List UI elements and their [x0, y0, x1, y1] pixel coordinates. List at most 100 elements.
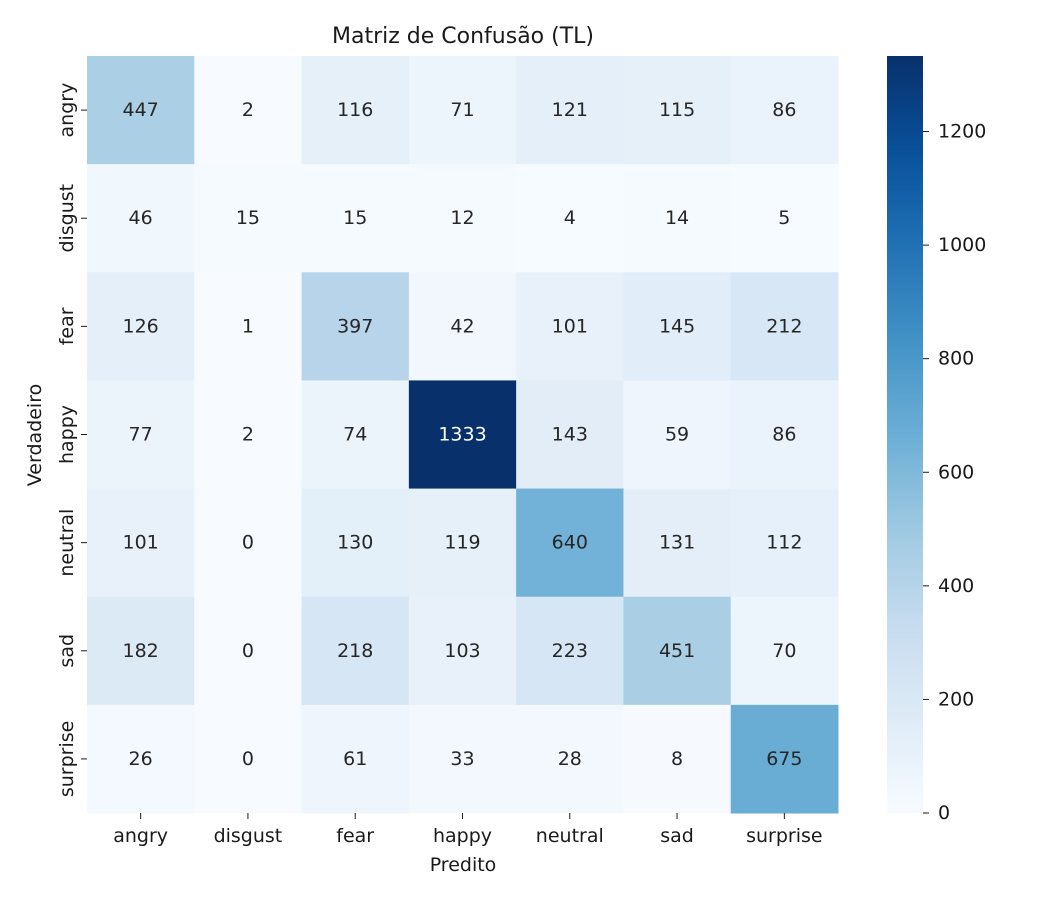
heatmap-cell: [623, 272, 732, 381]
heatmap-cell: [301, 164, 410, 273]
cell-value-label: 143: [552, 424, 588, 446]
heatmap-cell: [87, 380, 195, 490]
cell-value-label: 223: [552, 640, 588, 662]
cell-value-label: 451: [659, 640, 695, 662]
heatmap-cell: [194, 56, 303, 165]
cell-value-label: 71: [450, 99, 474, 121]
heatmap-cell: [194, 596, 303, 706]
cell-value-label: 42: [450, 315, 474, 337]
cell-value-label: 26: [129, 748, 153, 770]
y-tick-label: neutral: [56, 509, 78, 577]
heatmap-cell: [194, 704, 303, 814]
cell-value-label: 0: [242, 532, 254, 554]
heatmap-cell: [730, 488, 839, 598]
heatmap-cell: [87, 164, 195, 273]
cell-value-label: 212: [766, 315, 802, 337]
heatmap-cell: [87, 704, 195, 814]
cell-value-label: 4: [564, 207, 576, 229]
cell-value-label: 101: [123, 532, 159, 554]
heatmap-cell: [408, 164, 517, 273]
heatmap-cell: [516, 488, 624, 598]
cell-value-label: 1333: [438, 424, 486, 446]
cell-value-label: 1: [242, 315, 254, 337]
heatmap-cell: [301, 704, 410, 814]
y-tick-label: angry: [56, 83, 78, 138]
cell-value-label: 61: [343, 748, 367, 770]
cell-value-label: 121: [552, 99, 588, 121]
cell-value-label: 28: [558, 748, 582, 770]
cell-value-label: 70: [772, 640, 796, 662]
heatmap-cell: [623, 380, 732, 490]
colorbar-tick-label: 200: [938, 688, 974, 710]
heatmap-cell: [301, 488, 410, 598]
x-tick-label: disgust: [214, 825, 283, 847]
cell-value-label: 59: [665, 424, 689, 446]
cell-value-label: 5: [778, 207, 790, 229]
cell-value-label: 14: [665, 207, 689, 229]
cell-value-label: 218: [337, 640, 373, 662]
cell-value-label: 115: [659, 99, 695, 121]
cell-value-label: 86: [772, 99, 796, 121]
cell-value-label: 0: [242, 748, 254, 770]
heatmap-cell: [87, 56, 195, 165]
heatmap-cell: [301, 380, 410, 490]
heatmap-cell: [730, 380, 839, 490]
cell-value-label: 131: [659, 532, 695, 554]
heatmap-cell: [408, 596, 517, 706]
heatmap-cells: [87, 56, 839, 814]
cell-value-label: 8: [671, 748, 683, 770]
heatmap-cell: [408, 56, 517, 165]
cell-value-label: 103: [444, 640, 480, 662]
heatmap-cell: [516, 164, 624, 273]
x-tick-label: sad: [660, 825, 694, 847]
heatmap-cell: [516, 596, 624, 706]
cell-value-label: 2: [242, 424, 254, 446]
cell-value-label: 2: [242, 99, 254, 121]
cell-value-label: 33: [450, 748, 474, 770]
cell-value-label: 145: [659, 315, 695, 337]
cell-value-label: 74: [343, 424, 367, 446]
heatmap-cell: [408, 704, 517, 814]
heatmap-cell: [623, 56, 732, 165]
x-tick-label: surprise: [746, 825, 823, 847]
cell-value-label: 77: [129, 424, 153, 446]
x-tick-label: happy: [433, 825, 492, 847]
heatmap-cell: [194, 272, 303, 381]
heatmap-cell: [516, 272, 624, 381]
colorbar-ticks: 0 200 400 600 800 1000 1200: [923, 121, 986, 824]
cell-value-label: 447: [123, 99, 159, 121]
cell-value-label: 12: [450, 207, 474, 229]
colorbar-tick-label: 800: [938, 348, 974, 370]
y-tick-label: disgust: [56, 184, 78, 253]
heatmap-cell: [623, 596, 732, 706]
heatmap-cell: [301, 272, 410, 381]
heatmap-cell: [516, 380, 624, 490]
cell-value-label: 46: [129, 207, 153, 229]
cell-value-label: 126: [123, 315, 159, 337]
heatmap-cell: [730, 272, 839, 381]
cell-value-label: 675: [766, 748, 802, 770]
cell-value-label: 15: [236, 207, 260, 229]
colorbar-tick-label: 600: [938, 461, 974, 483]
heatmap-cell: [194, 488, 303, 598]
y-axis-ticks: angry disgust fear happy neutral sad surprise: [56, 83, 87, 797]
x-tick-label: fear: [336, 825, 374, 847]
chart-title: Matriz de Confusão (TL): [332, 24, 594, 49]
heatmap-cell: [194, 380, 303, 490]
x-axis-ticks: angry disgust fear happy neutral sad surprise: [113, 813, 823, 847]
heatmap-cell: [516, 704, 624, 814]
colorbar: [887, 56, 923, 813]
cell-value-label: 130: [337, 532, 373, 554]
cell-value-label: 640: [552, 532, 588, 554]
colorbar-tick-label: 400: [938, 575, 974, 597]
cell-value-label: 15: [343, 207, 367, 229]
y-axis-label: Verdadeiro: [24, 384, 46, 486]
heatmap-cell: [194, 164, 303, 273]
heatmap-cell: [408, 272, 517, 381]
heatmap-cell: [516, 56, 624, 165]
y-tick-label: sad: [56, 634, 78, 668]
heatmap-cell: [301, 596, 410, 706]
colorbar-tick-label: 1000: [938, 234, 986, 256]
